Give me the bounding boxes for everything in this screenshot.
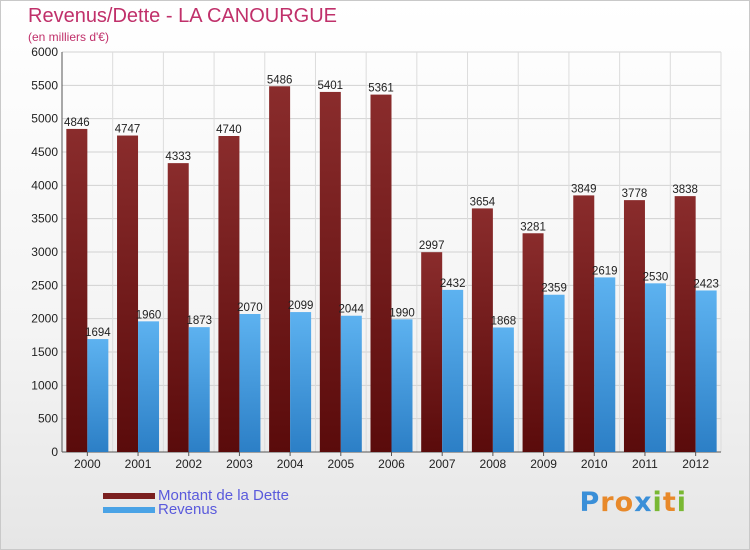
data-label-revenue: 2099: [288, 300, 314, 312]
bar-debt-2012: [674, 196, 696, 452]
data-label-debt: 4740: [216, 124, 242, 136]
bar-revenue-2004: [290, 312, 312, 452]
bar-debt-2011: [623, 200, 645, 452]
data-label-debt: 3654: [470, 196, 496, 208]
y-tick-label: 5500: [31, 78, 58, 92]
data-label-revenue: 2530: [643, 271, 669, 283]
logo-letter: P: [579, 487, 601, 518]
x-tick-label: 2001: [125, 457, 152, 471]
x-tick-label: 2008: [480, 457, 507, 471]
y-tick-label: 5000: [31, 112, 58, 126]
data-label-revenue: 1873: [186, 315, 212, 327]
bar-revenue-2002: [188, 327, 210, 452]
data-label-revenue: 1694: [85, 327, 111, 339]
y-tick-label: 2500: [31, 278, 58, 292]
bar-revenue-2003: [239, 314, 261, 452]
data-label-revenue: 1868: [491, 315, 517, 327]
bar-debt-2000: [66, 128, 88, 452]
y-tick-label: 4000: [31, 178, 58, 192]
logo-letter: x: [634, 487, 653, 518]
bar-revenue-2007: [442, 289, 464, 452]
logo-letter: i: [652, 487, 663, 518]
data-label-debt: 5361: [368, 83, 394, 95]
data-label-debt: 2997: [419, 240, 445, 252]
x-tick-label: 2002: [175, 457, 202, 471]
x-tick-label: 2007: [429, 457, 456, 471]
bar-debt-2002: [167, 163, 189, 452]
chart-title: Revenus/Dette - LA CANOURGUE: [28, 5, 337, 27]
data-label-debt: 4846: [64, 117, 90, 129]
data-label-revenue: 2044: [339, 304, 365, 316]
bar-debt-2003: [218, 136, 240, 452]
bar-debt-2008: [471, 208, 493, 452]
legend-swatch-debt: [103, 492, 155, 499]
data-label-debt: 4333: [165, 151, 191, 163]
legend-label-debt: Montant de la Dette: [158, 487, 289, 504]
x-tick-label: 2011: [632, 457, 658, 471]
bars: [66, 86, 717, 453]
bar-debt-2005: [319, 91, 341, 452]
logo-letter: r: [600, 487, 615, 518]
data-label-debt: 3778: [622, 188, 648, 200]
data-label-debt: 5486: [267, 74, 293, 86]
bar-debt-2004: [269, 86, 291, 453]
axes: 0 500 1000 1500 2000 2500 3000 3500 4000 4500 5000…: [31, 45, 721, 471]
bar-debt-2010: [573, 195, 595, 452]
bar-debt-2006: [370, 94, 392, 452]
y-tick-label: 2000: [31, 312, 58, 326]
data-label-debt: 3849: [571, 183, 597, 195]
data-label-revenue: 1960: [136, 309, 162, 321]
bar-revenue-2005: [340, 315, 362, 452]
y-tick-label: 0: [51, 445, 58, 459]
x-tick-label: 2010: [581, 457, 608, 471]
data-label-debt: 5401: [318, 80, 344, 92]
x-tick-label: 2000: [74, 457, 101, 471]
y-tick-label: 6000: [31, 45, 58, 59]
x-tick-label: 2009: [530, 457, 557, 471]
legend-label-revenue: Revenus: [158, 501, 218, 518]
y-tick-label: 3000: [31, 245, 58, 259]
data-label-revenue: 2432: [440, 278, 466, 290]
logo-letter: i: [676, 487, 687, 518]
proxiti-logo: Proxiti: [579, 487, 687, 518]
y-tick-label: 1000: [31, 378, 58, 392]
bar-debt-2001: [117, 135, 139, 453]
data-label-revenue: 2619: [592, 265, 618, 277]
data-label-revenue: 2359: [541, 283, 567, 295]
legend-swatch-revenue: [103, 506, 155, 513]
x-tick-label: 2012: [682, 457, 709, 471]
data-label-revenue: 2070: [237, 302, 263, 314]
labels: 4846 1694 4747 1960 4333 1873 4740 2070 5486 2099…: [64, 74, 719, 339]
bar-revenue-2011: [644, 283, 666, 452]
x-tick-label: 2006: [378, 457, 405, 471]
logo-letter: t: [662, 487, 677, 518]
data-label-debt: 3281: [520, 221, 546, 233]
y-tick-label: 4500: [31, 145, 58, 159]
legend-item-revenue: Revenus: [103, 501, 217, 518]
bar-revenue-2006: [391, 319, 413, 452]
data-label-revenue: 1990: [389, 307, 415, 319]
bar-revenue-2010: [594, 277, 616, 452]
chart-subtitle: (en milliers d'€): [28, 30, 109, 44]
data-label-debt: 3838: [672, 184, 698, 196]
bar-revenue-2009: [543, 294, 565, 452]
y-tick-label: 500: [38, 412, 58, 426]
y-tick-label: 1500: [31, 345, 58, 359]
bar-revenue-2008: [492, 327, 514, 452]
x-tick-label: 2004: [277, 457, 304, 471]
data-label-revenue: 2423: [693, 278, 719, 290]
y-tick-label: 3500: [31, 212, 58, 226]
x-tick-label: 2003: [226, 457, 253, 471]
bar-revenue-2000: [87, 339, 109, 452]
logo-letter: o: [614, 487, 635, 518]
bar-debt-2009: [522, 233, 544, 452]
data-label-debt: 4747: [115, 124, 141, 136]
bar-revenue-2001: [138, 321, 160, 452]
x-tick-label: 2005: [327, 457, 354, 471]
legend-item-debt: Montant de la Dette: [103, 487, 289, 504]
bar-revenue-2012: [695, 290, 717, 452]
bar-debt-2007: [421, 252, 443, 452]
